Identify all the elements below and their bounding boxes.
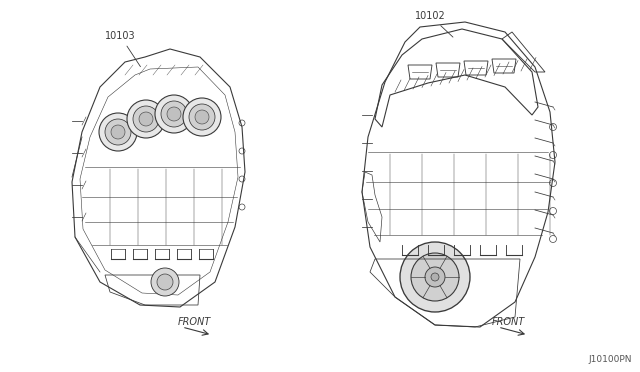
Circle shape <box>99 113 137 151</box>
Text: FRONT: FRONT <box>492 317 525 327</box>
Circle shape <box>127 100 165 138</box>
Circle shape <box>157 274 173 290</box>
Circle shape <box>183 98 221 136</box>
Circle shape <box>139 112 153 126</box>
Circle shape <box>425 267 445 287</box>
Circle shape <box>151 268 179 296</box>
Circle shape <box>105 119 131 145</box>
Circle shape <box>155 95 193 133</box>
Circle shape <box>195 110 209 124</box>
Circle shape <box>431 273 439 281</box>
Circle shape <box>411 253 459 301</box>
Circle shape <box>189 104 215 130</box>
Text: 10102: 10102 <box>415 11 453 37</box>
Circle shape <box>111 125 125 139</box>
Text: 10103: 10103 <box>105 31 140 67</box>
Circle shape <box>167 107 181 121</box>
Text: FRONT: FRONT <box>178 317 211 327</box>
Circle shape <box>161 101 187 127</box>
Text: J10100PN: J10100PN <box>589 355 632 364</box>
Circle shape <box>400 242 470 312</box>
Circle shape <box>133 106 159 132</box>
